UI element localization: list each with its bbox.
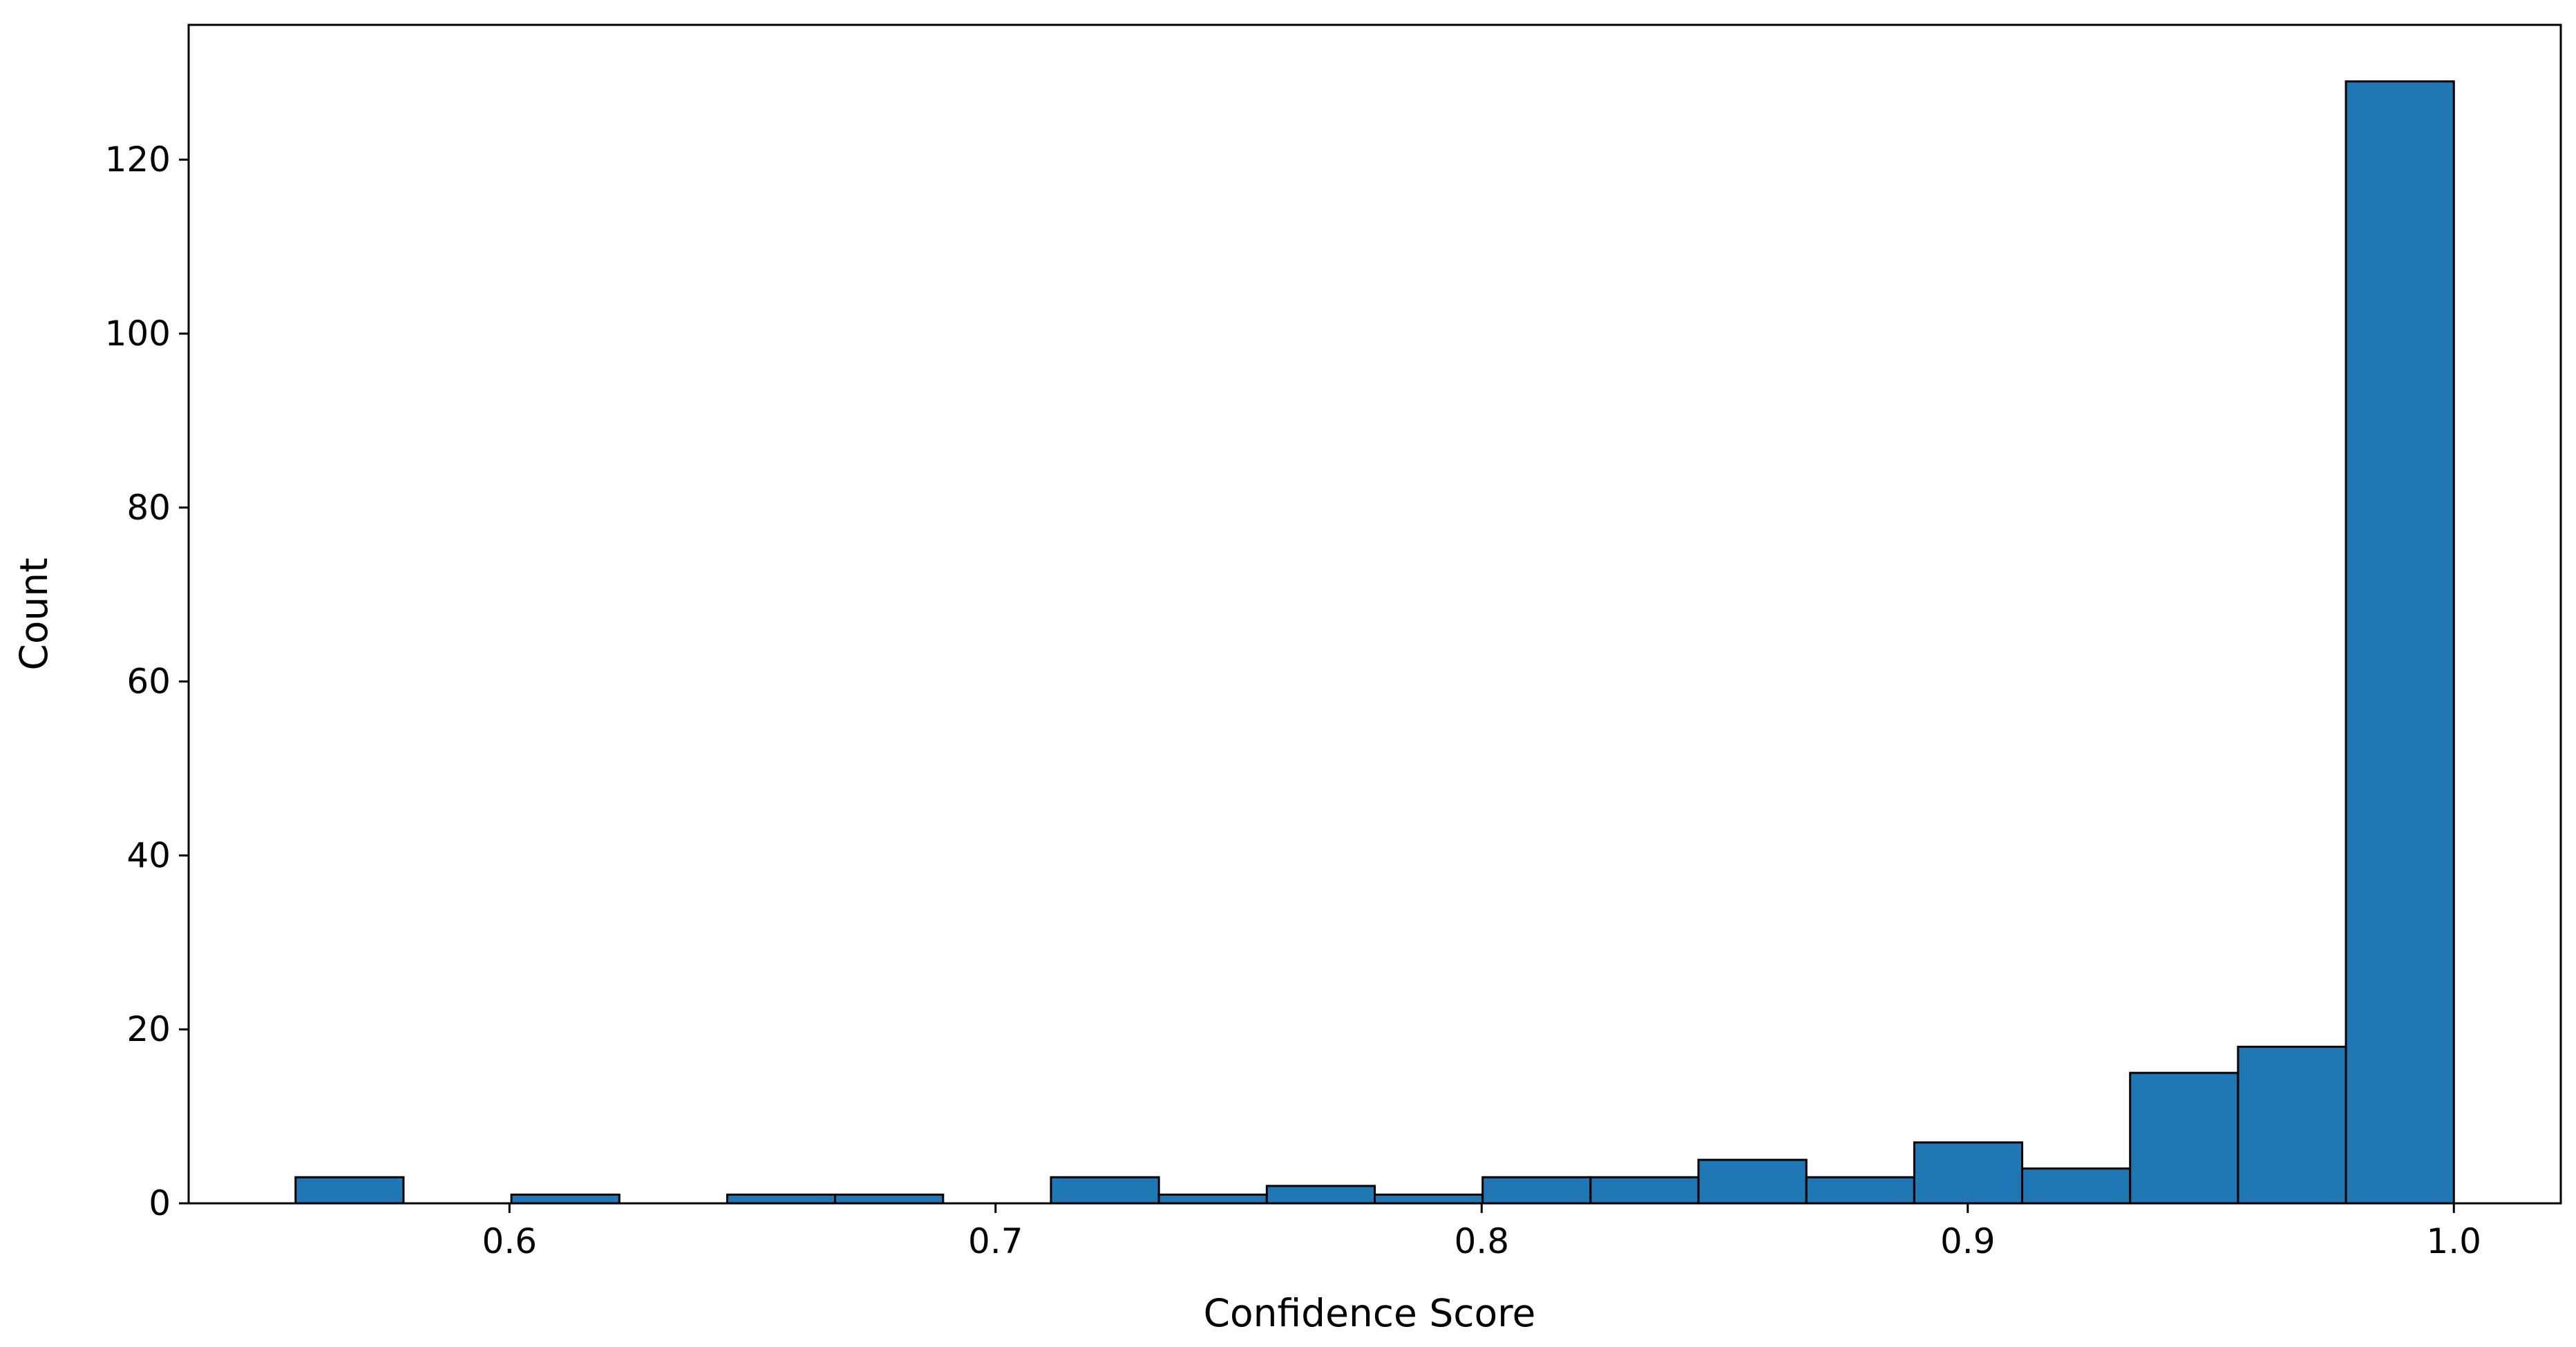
y-tick-label: 100 [105, 314, 171, 354]
x-tick-label: 0.7 [968, 1221, 1023, 1261]
histogram-bar [1589, 1176, 1700, 1205]
histogram-bar [2129, 1071, 2239, 1205]
y-tick-label: 20 [126, 1009, 171, 1049]
y-tick-label: 80 [126, 488, 171, 528]
plot-frame [187, 23, 2562, 1205]
histogram-bar [2021, 1167, 2132, 1205]
y-tick-label: 0 [149, 1183, 171, 1223]
histogram-bar [1481, 1176, 1592, 1205]
histogram-bar [726, 1193, 837, 1205]
histogram-bar [1265, 1185, 1376, 1205]
histogram-bar [1374, 1193, 1484, 1205]
histogram-bar [1697, 1158, 1808, 1205]
histogram-bar [1050, 1176, 1160, 1205]
histogram-bar [294, 1176, 405, 1205]
x-axis-label: Confidence Score [1204, 1291, 1536, 1335]
y-axis-ticks: 0 20 40 60 80 100 120 [105, 140, 189, 1223]
histogram-bar [1805, 1176, 1915, 1205]
histogram-bar [1157, 1193, 1268, 1205]
x-tick-label: 0.9 [1940, 1221, 1996, 1261]
x-tick-label: 0.6 [482, 1221, 538, 1261]
y-tick-label: 120 [105, 140, 171, 180]
x-tick-label: 0.8 [1455, 1221, 1510, 1261]
y-axis-label: Count [12, 557, 56, 670]
x-tick-label: 1.0 [2426, 1221, 2481, 1261]
histogram-bar [2345, 80, 2455, 1205]
y-tick-label: 60 [126, 662, 171, 702]
histogram-bar [834, 1193, 945, 1205]
histogram-bar [1913, 1141, 2024, 1205]
x-axis-ticks: 0.6 0.7 0.8 0.9 1.0 [482, 1203, 2481, 1261]
histogram-bar [2237, 1045, 2347, 1205]
bars-layer [294, 80, 2455, 1205]
histogram-bar [510, 1193, 621, 1205]
y-tick-label: 40 [126, 835, 171, 875]
